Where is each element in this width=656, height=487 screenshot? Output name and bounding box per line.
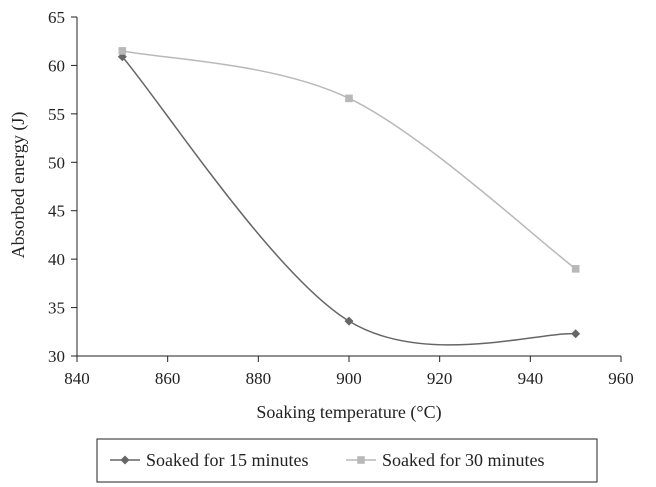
y-tick-label: 60	[48, 56, 65, 75]
data-point	[344, 316, 354, 326]
y-tick-label: 40	[48, 250, 65, 269]
x-tick-label: 860	[155, 369, 181, 388]
x-ticks: 840 860 880 900 920 940 960	[64, 356, 634, 388]
data-point	[571, 329, 581, 339]
y-tick-label: 30	[48, 347, 65, 366]
y-tick-label: 50	[48, 153, 65, 172]
legend-label: Soaked for 30 minutes	[382, 450, 544, 470]
y-tick-label: 55	[48, 105, 65, 124]
data-point	[345, 94, 353, 103]
axes	[76, 17, 621, 357]
legend-swatch-marker	[357, 456, 365, 464]
data-point	[118, 47, 127, 55]
x-tick-label: 920	[427, 369, 453, 388]
legend-box	[96, 438, 598, 483]
x-tick-label: 960	[608, 369, 634, 388]
data-point	[571, 265, 580, 273]
y-tick-label: 35	[48, 299, 65, 318]
series-line	[122, 50, 577, 270]
series-layer	[117, 47, 581, 346]
series-2	[118, 47, 580, 273]
y-axis-title: Absorbed energy (J)	[8, 112, 29, 259]
y-tick-label: 65	[48, 8, 65, 27]
x-axis-title: Soaking temperature (°C)	[256, 402, 441, 423]
series-1	[117, 52, 581, 346]
legend-entry-1: Soaked for 15 minutes	[110, 450, 308, 470]
x-tick-label: 840	[64, 369, 90, 388]
series-line	[121, 56, 576, 346]
legend-entry-2: Soaked for 30 minutes	[346, 450, 544, 470]
x-tick-label: 880	[246, 369, 272, 388]
legend-swatch-marker	[120, 455, 130, 465]
y-ticks: 30 35 40 45 50 55 60 65	[48, 8, 77, 366]
x-tick-label: 940	[518, 369, 544, 388]
y-tick-label: 45	[48, 202, 65, 221]
legend: Soaked for 15 minutes Soaked for 30 minut…	[96, 438, 598, 483]
legend-label: Soaked for 15 minutes	[146, 450, 308, 470]
x-tick-label: 900	[336, 369, 362, 388]
